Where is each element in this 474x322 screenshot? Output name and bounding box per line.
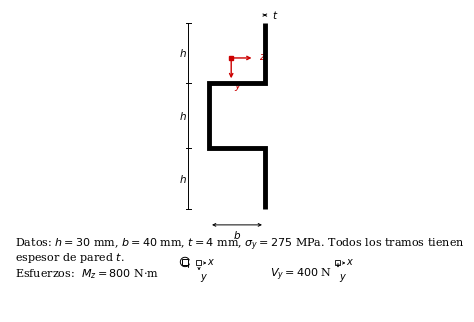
Bar: [182, 259, 188, 265]
Text: $V_y = 400$ N: $V_y = 400$ N: [270, 267, 332, 283]
Text: $z$: $z$: [258, 52, 266, 62]
Text: Datos: $h = 30$ mm, $b = 40$ mm, $t = 4$ mm, $\sigma_y = 275$ MPa. Todos los tra: Datos: $h = 30$ mm, $b = 40$ mm, $t = 4$…: [15, 237, 465, 253]
Text: $h$: $h$: [179, 47, 186, 59]
Text: $x$: $x$: [208, 258, 216, 268]
Bar: [197, 260, 201, 265]
Text: $h$: $h$: [179, 110, 186, 122]
Text: $y$: $y$: [201, 272, 209, 284]
Text: $b$: $b$: [233, 229, 241, 241]
Text: Esfuerzos:  $M_z = 800$ N$\cdot$m: Esfuerzos: $M_z = 800$ N$\cdot$m: [15, 267, 159, 281]
Text: $y$: $y$: [234, 81, 243, 93]
Text: $y$: $y$: [339, 272, 347, 284]
Bar: [336, 260, 340, 265]
Text: $x$: $x$: [346, 258, 355, 268]
Text: $t$: $t$: [273, 9, 279, 21]
Text: $h$: $h$: [179, 173, 186, 185]
Text: espesor de pared $t$.: espesor de pared $t$.: [15, 251, 125, 265]
